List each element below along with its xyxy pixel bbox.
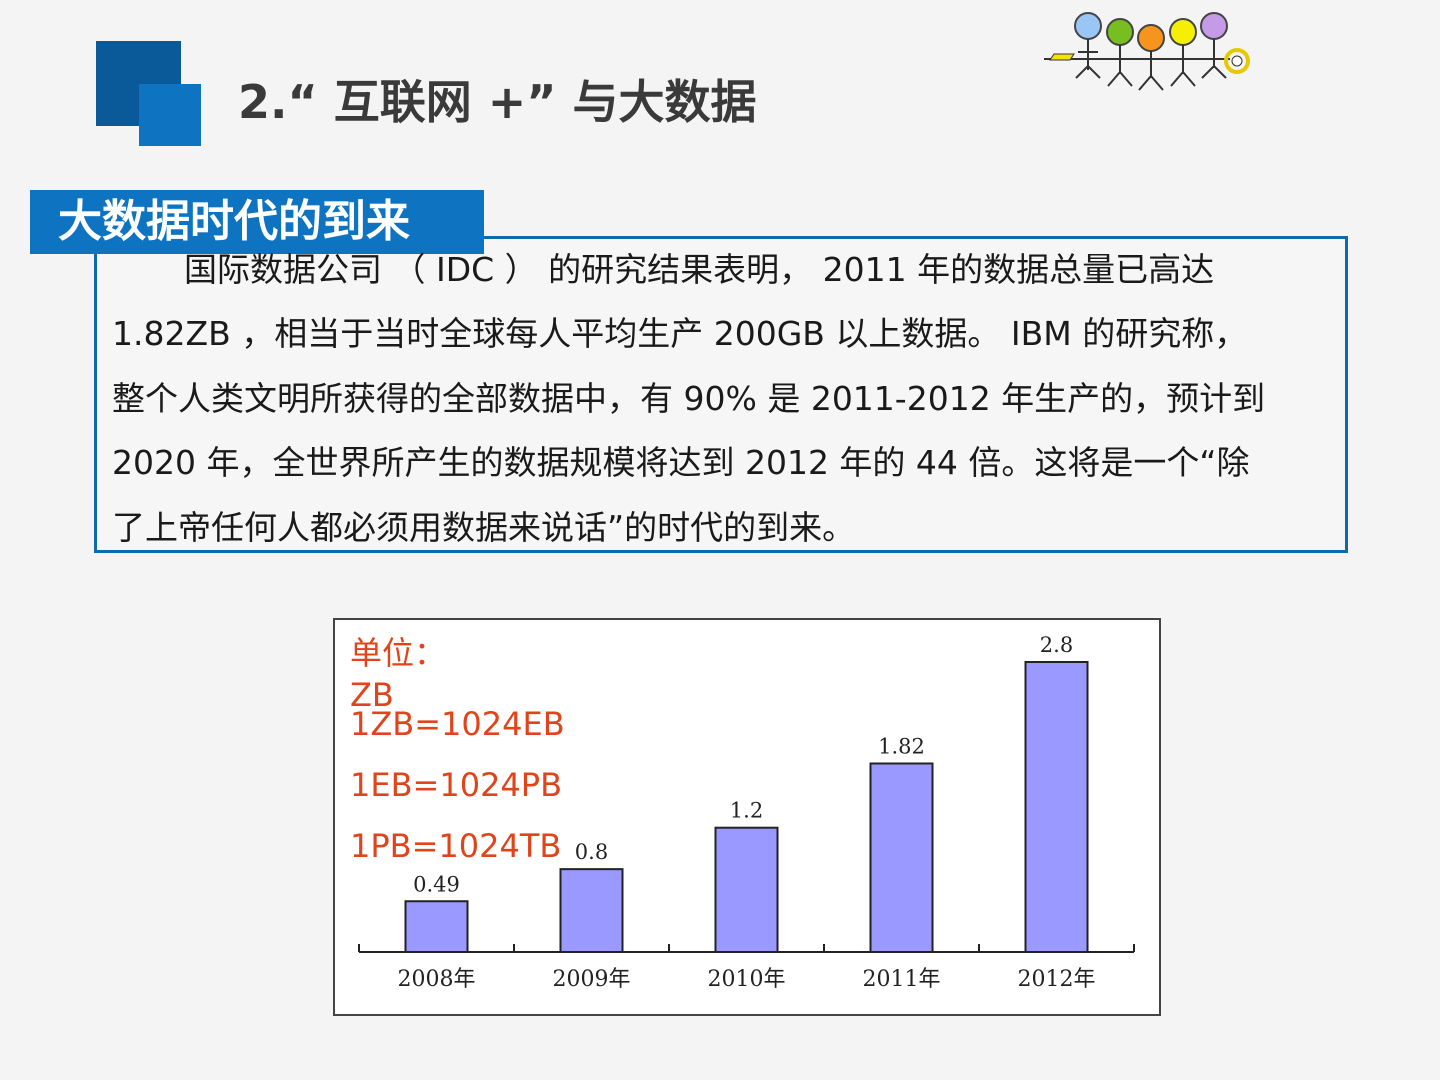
bar-2009年 — [559, 868, 624, 953]
category-label: 2010年 — [708, 967, 786, 992]
data-label: 1.2 — [730, 799, 763, 823]
intro-text-box — [94, 236, 1348, 553]
data-label: 1.82 — [878, 735, 925, 759]
bar-2012年 — [1024, 661, 1089, 953]
paragraph-line: 2020 年，全世界所产生的数据规模将达到 2012 年的 44 倍。这将是一个… — [112, 443, 1250, 482]
data-label: 0.49 — [413, 872, 460, 896]
bar-2010年 — [714, 826, 779, 953]
paragraph-line: 整个人类文明所获得的全部数据中，有 90% 是 2011-2012 年生产的，预… — [112, 379, 1266, 418]
category-label: 2011年 — [863, 967, 941, 992]
unit-label: 单位： — [350, 634, 447, 672]
data-label: 2.8 — [1040, 633, 1073, 657]
category-label: 2012年 — [1018, 967, 1096, 992]
section-label: 大数据时代的到来 — [30, 190, 484, 254]
title-decor-square-light — [139, 84, 201, 146]
unit-value: ZB — [350, 676, 394, 714]
bar-2011年 — [869, 762, 934, 953]
paragraph-line: 国际数据公司 （ IDC ） 的研究结果表明， 2011 年的数据总量已高达 — [184, 250, 1215, 289]
category-label: 2008年 — [398, 967, 476, 992]
unit-conversion-eb: 1EB=1024PB — [350, 766, 563, 804]
unit-conversion-pb: 1PB=1024TB — [350, 827, 562, 865]
people-chain-icon — [1044, 12, 1250, 91]
unit-conversion-zb: 1ZB=1024EB — [350, 705, 565, 743]
paragraph-line: 了上帝任何人都必须用数据来说话”的时代的到来。 — [112, 508, 856, 547]
bar-2008年 — [404, 900, 469, 953]
category-label: 2009年 — [553, 967, 631, 992]
page-title: 2.“ 互联网 +” 与大数据 — [238, 75, 757, 129]
data-label: 0.8 — [575, 840, 608, 864]
bar-chart: 0.49 2008年 0.8 2009年 1.2 2010年 1.82 2011年 2.8 201… — [358, 633, 1135, 992]
paragraph-line: 1.82ZB ，相当于当时全球每人平均生产 200GB 以上数据。 IBM 的研… — [112, 314, 1248, 353]
